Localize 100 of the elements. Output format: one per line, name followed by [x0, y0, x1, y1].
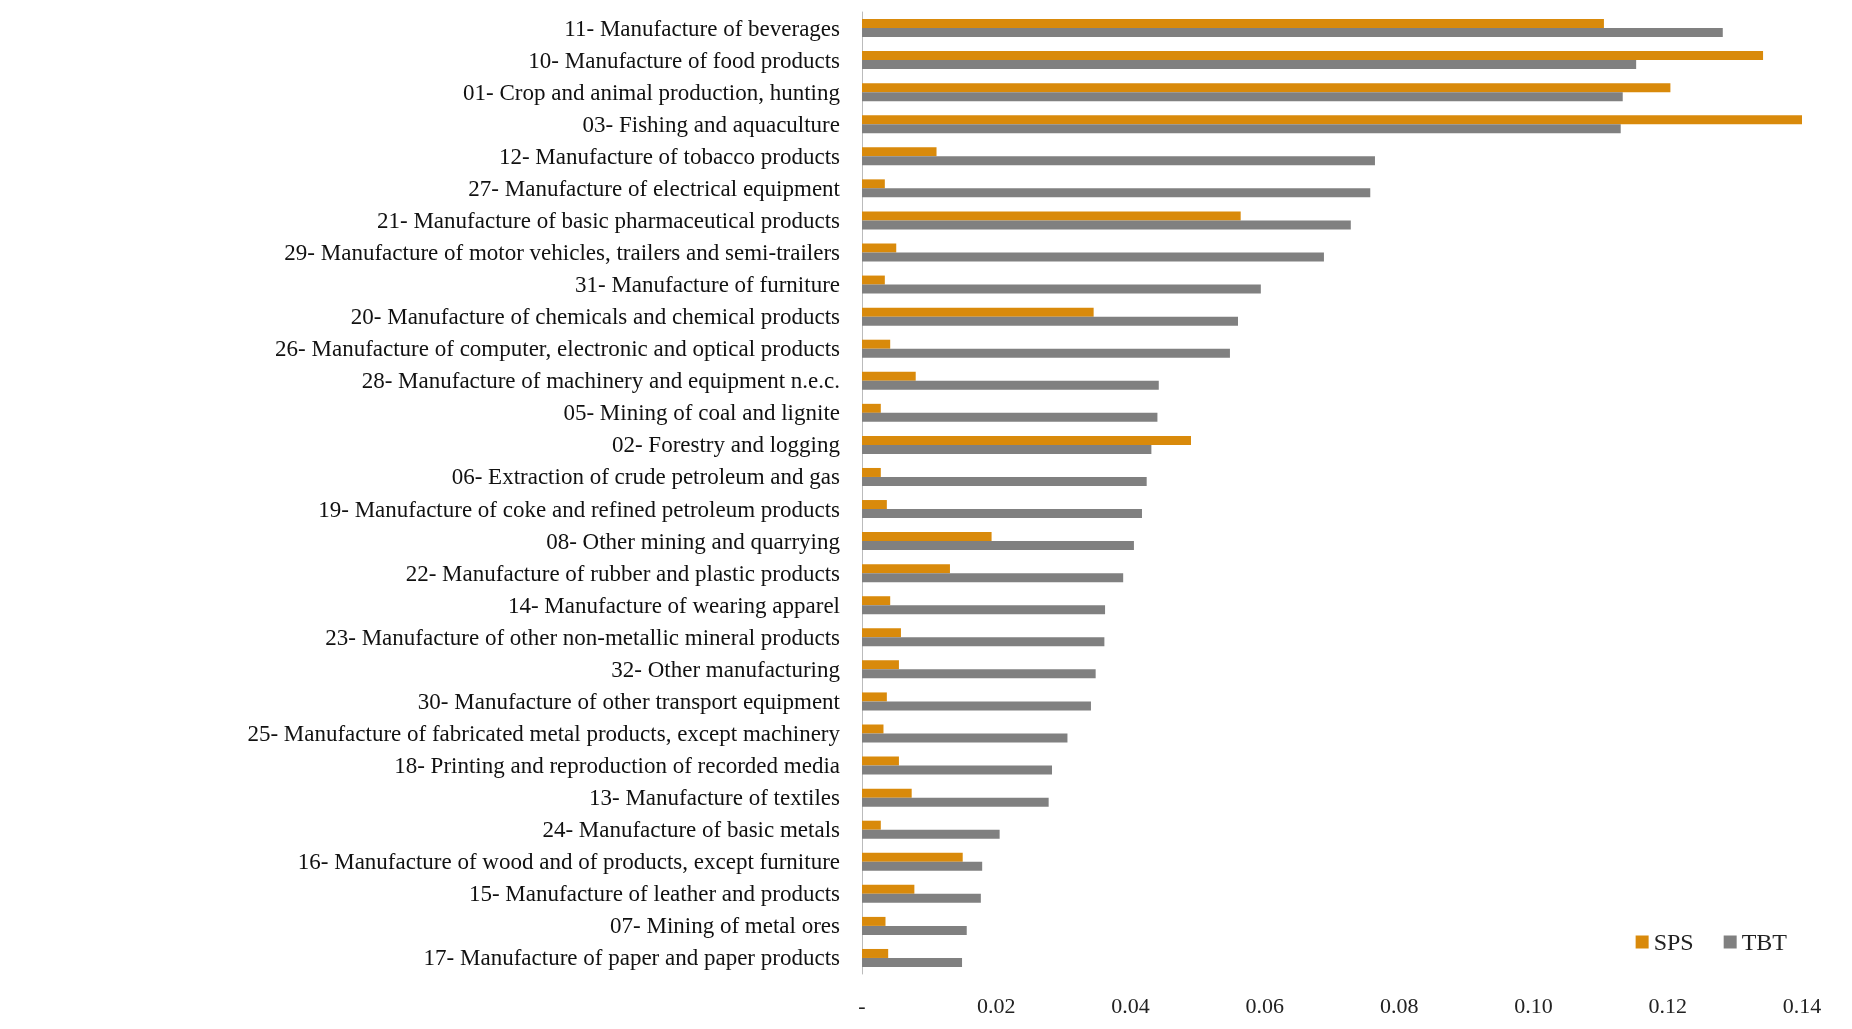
legend-label: TBT: [1741, 929, 1788, 955]
y-tick-label: 12- Manufacture of tobacco products: [498, 143, 841, 169]
bar: [862, 476, 1147, 486]
bar: [862, 541, 1134, 551]
x-tick-label: -: [858, 992, 866, 1018]
bar: [862, 19, 1604, 29]
bar: [862, 380, 1159, 390]
y-tick-label: 02- Forestry and logging: [611, 432, 841, 458]
y-tick-label: 01- Crop and animal production, hunting: [463, 79, 841, 105]
bar: [862, 307, 1094, 317]
bar: [862, 948, 889, 958]
bar: [862, 669, 1096, 679]
bar: [862, 60, 1637, 70]
bar: [862, 756, 899, 766]
y-tick-label: 05- Mining of coal and lignite: [563, 400, 840, 426]
y-tick-label: 10- Manufacture of food products: [528, 47, 841, 73]
bar: [862, 637, 1105, 647]
bar: [862, 893, 981, 903]
y-tick-label: 20- Manufacture of chemicals and chemical products: [350, 304, 841, 330]
bar: [862, 124, 1621, 134]
bar: [862, 275, 885, 285]
y-tick-label: 18- Printing and reproduction of recorded media: [394, 753, 840, 779]
bar: [862, 957, 963, 967]
y-tick-label: 03- Fishing and aquaculture: [582, 111, 840, 137]
x-tick-label: 0.12: [1648, 992, 1687, 1018]
y-tick-label: 06- Extraction of crude petroleum and gas: [451, 464, 841, 490]
bar: [862, 147, 937, 157]
bar: [862, 628, 901, 638]
bar: [862, 532, 992, 542]
bar: [862, 564, 950, 574]
bar: [862, 724, 884, 734]
y-tick-label: 21- Manufacture of basic pharmaceutical products: [377, 207, 841, 233]
bar: [862, 220, 1351, 230]
bar: [862, 179, 885, 189]
bar: [862, 51, 1764, 61]
bar: [862, 884, 915, 894]
x-tick-label: 0.02: [977, 992, 1016, 1018]
y-tick-label: 28- Manufacture of machinery and equipment n.e.c.: [361, 368, 840, 394]
bar: [862, 467, 881, 477]
bar: [862, 156, 1375, 166]
y-tick-label: 26- Manufacture of computer, electronic and optical products: [275, 336, 841, 362]
y-tick-label: 17- Manufacture of paper and paper products: [423, 945, 841, 971]
y-tick-label: 19- Manufacture of coke and refined petroleum products: [318, 496, 841, 522]
x-tick-label: 0.08: [1379, 992, 1419, 1018]
y-tick-label: 16- Manufacture of wood and of products, except furniture: [297, 849, 840, 875]
bar: [862, 605, 1106, 615]
y-tick-label: 31- Manufacture of furniture: [574, 272, 840, 298]
bar: [862, 188, 1371, 198]
y-tick-label: 30- Manufacture of other transport equipment: [417, 688, 841, 714]
y-tick-label: 13- Manufacture of textiles: [589, 785, 841, 811]
bar: [862, 701, 1091, 711]
bar: [862, 573, 1124, 583]
x-tick-label: 0.10: [1514, 992, 1553, 1018]
legend-label: SPS: [1653, 929, 1694, 955]
bar: [862, 925, 967, 935]
bar: [862, 596, 891, 606]
bar: [862, 284, 1261, 294]
y-tick-label: 11- Manufacture of beverages: [564, 15, 841, 41]
bar: [862, 348, 1230, 358]
x-tick-label: 0.14: [1782, 992, 1822, 1018]
bar: [862, 788, 912, 798]
bar: [862, 444, 1152, 454]
y-tick-label: 29- Manufacture of motor vehicles, trailers and semi-trailers: [284, 240, 841, 265]
bar: [862, 28, 1723, 38]
y-tick-label: 08- Other mining and quarrying: [546, 528, 841, 554]
x-tick-label: 0.04: [1111, 992, 1150, 1018]
y-tick-label: 32- Other manufacturing: [611, 656, 841, 682]
bar: [862, 316, 1238, 326]
bar: [862, 371, 916, 381]
y-tick-label: 27- Manufacture of electrical equipment: [468, 175, 841, 201]
bar: [862, 243, 897, 253]
bar: [862, 692, 887, 702]
y-tick-label: 24- Manufacture of basic metals: [542, 817, 841, 843]
bar: [862, 211, 1241, 221]
x-tick-label: 0.06: [1245, 992, 1285, 1018]
y-tick-label: 25- Manufacture of fabricated metal products, except machinery: [247, 721, 841, 746]
bar: [862, 92, 1623, 102]
bar: [862, 83, 1671, 93]
y-tick-label: 15- Manufacture of leather and products: [468, 881, 841, 907]
bar: [862, 412, 1158, 422]
y-tick-label: 14- Manufacture of wearing apparel: [507, 592, 840, 618]
bar: [862, 861, 983, 871]
bar: [862, 733, 1068, 743]
bar: [862, 252, 1324, 262]
bar: [862, 509, 1142, 519]
y-tick-label: 22- Manufacture of rubber and plastic products: [405, 560, 841, 586]
bar: [862, 797, 1049, 807]
y-tick-label: 23- Manufacture of other non-metallic mineral products: [325, 624, 841, 650]
bar: [862, 435, 1191, 445]
bar: [862, 829, 1000, 839]
bar: [862, 820, 881, 830]
bar: [862, 339, 891, 349]
bar: [862, 765, 1053, 775]
bar: [862, 852, 963, 862]
y-tick-label: 07- Mining of metal ores: [610, 913, 841, 939]
bar: [862, 403, 881, 413]
bar: [862, 660, 899, 670]
bar: [862, 115, 1802, 125]
bar: [862, 916, 886, 926]
bar: [862, 500, 887, 510]
